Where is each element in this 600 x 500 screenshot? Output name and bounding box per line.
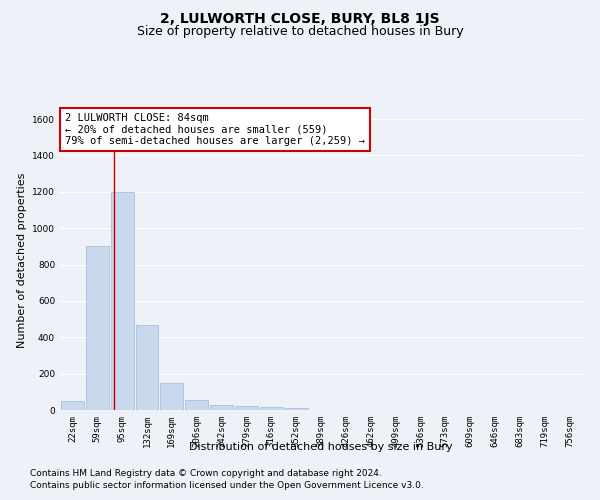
Bar [61, 401, 84, 410]
Bar [160, 382, 183, 410]
Text: Contains HM Land Registry data © Crown copyright and database right 2024.: Contains HM Land Registry data © Crown c… [30, 468, 382, 477]
Text: Size of property relative to detached houses in Bury: Size of property relative to detached ho… [137, 25, 463, 38]
Bar [285, 408, 308, 410]
Bar [86, 246, 109, 410]
Text: 2 LULWORTH CLOSE: 84sqm
← 20% of detached houses are smaller (559)
79% of semi-d: 2 LULWORTH CLOSE: 84sqm ← 20% of detache… [65, 113, 365, 146]
Y-axis label: Number of detached properties: Number of detached properties [17, 172, 26, 348]
Bar [111, 192, 134, 410]
Text: 2, LULWORTH CLOSE, BURY, BL8 1JS: 2, LULWORTH CLOSE, BURY, BL8 1JS [160, 12, 440, 26]
Bar [260, 408, 283, 410]
Bar [185, 400, 208, 410]
Bar [136, 326, 158, 410]
Text: Contains public sector information licensed under the Open Government Licence v3: Contains public sector information licen… [30, 481, 424, 490]
Bar [210, 404, 233, 410]
Bar [235, 406, 258, 410]
Text: Distribution of detached houses by size in Bury: Distribution of detached houses by size … [189, 442, 453, 452]
